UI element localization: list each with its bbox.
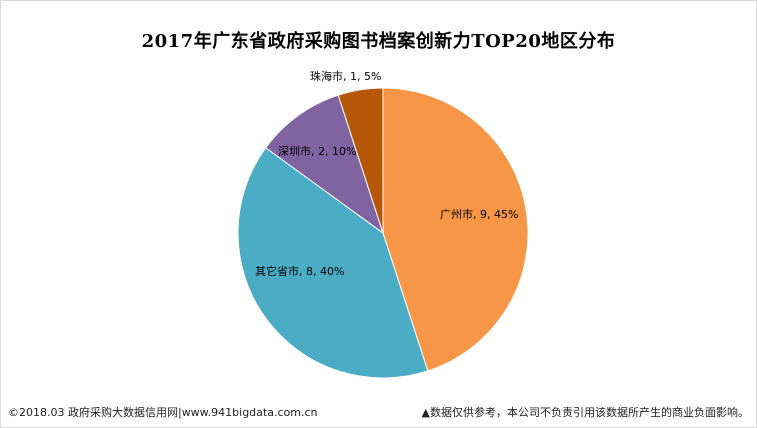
chart-title: 2017年广东省政府采购图书档案创新力TOP20地区分布 <box>141 31 616 52</box>
pie-label-3: 深圳市, 2, 10% <box>278 144 356 158</box>
pie-slice-4 <box>337 87 384 234</box>
pie-label-4: 珠海市, 1, 5% <box>310 69 381 83</box>
pie-slice-2 <box>237 147 429 379</box>
pie-slice-3 <box>264 94 384 235</box>
footer-copyright: ©2018.03 政府采购大数据信用网|www.941bigdata.com.c… <box>8 406 318 419</box>
footer-disclaimer: ▲数据仅供参考，本公司不负责引用该数据所产生的商业负面影响。 <box>421 406 749 419</box>
pie-slice-1 <box>382 87 529 372</box>
pie-label-2: 其它省市, 8, 40% <box>255 264 344 278</box>
pie-label-1: 广州市, 9, 45% <box>440 207 518 221</box>
